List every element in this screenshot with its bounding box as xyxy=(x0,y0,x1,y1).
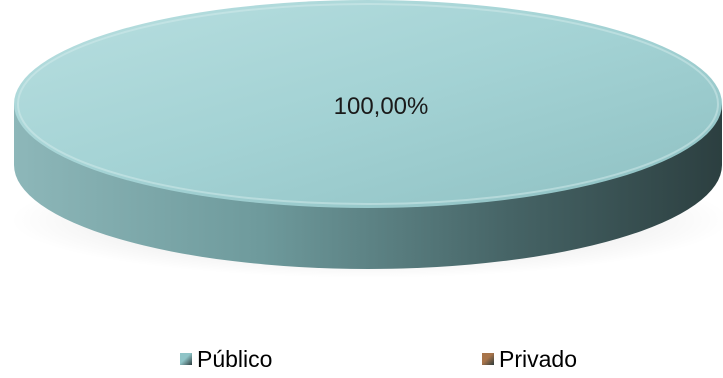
pie-chart: 100,00% xyxy=(10,0,723,278)
slice-top-highlight xyxy=(17,3,719,205)
legend-swatch-publico xyxy=(180,353,192,365)
legend-label-privado: Privado xyxy=(499,346,577,372)
legend-label-publico: Público xyxy=(197,346,273,372)
legend-item-privado: Privado xyxy=(482,344,577,374)
slice-publico xyxy=(14,0,722,208)
slice-label-publico: 100,00% xyxy=(334,93,429,120)
legend-item-publico: Público xyxy=(180,344,272,374)
legend: Público Privado xyxy=(0,344,723,374)
legend-swatch-privado xyxy=(482,353,494,365)
